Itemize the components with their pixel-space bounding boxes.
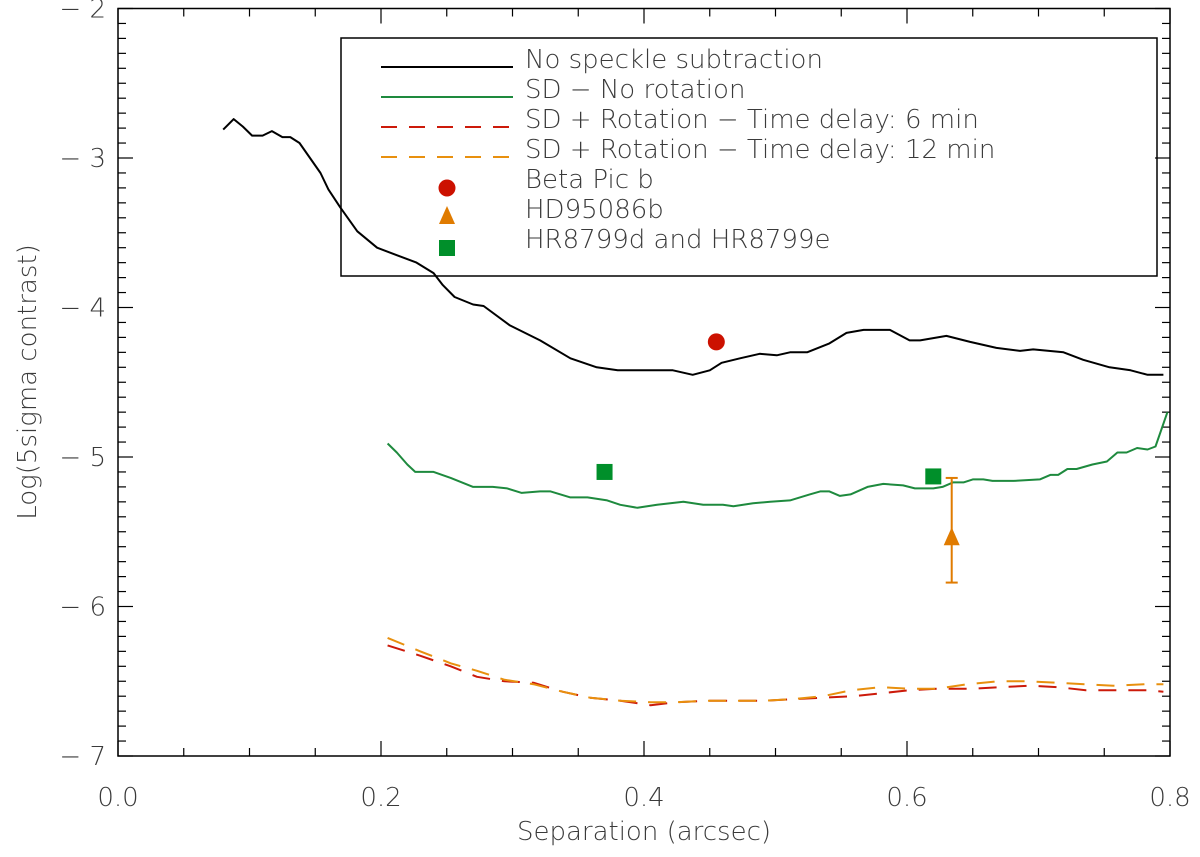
- series-group: [222, 118, 1169, 707]
- x-tick-label: 0.4: [623, 783, 664, 813]
- legend-label: SD + Rotation − Time delay: 6 min: [525, 105, 979, 135]
- series-line-1: [386, 411, 1169, 509]
- legend-marker-triangle: [439, 206, 455, 224]
- series-line-3: [387, 636, 1164, 704]
- x-tick-label: 0.0: [97, 783, 138, 813]
- legend-marker-circle: [438, 179, 456, 197]
- markers-group: [596, 333, 960, 584]
- legend-marker-square: [439, 240, 455, 256]
- y-tick-label: − 7: [59, 742, 106, 772]
- plot-frame: [117, 7, 1171, 757]
- y-axis-label: Log(5sigma contrast): [13, 244, 43, 520]
- legend-label: Beta Pic b: [525, 165, 654, 195]
- legend-label: HR8799d and HR8799e: [525, 225, 831, 255]
- x-tick-label: 0.2: [360, 783, 401, 813]
- legend-label: HD95086b: [525, 195, 664, 225]
- y-tick-label: − 5: [59, 443, 106, 473]
- y-tick-label: − 2: [59, 0, 106, 25]
- legend-label: No speckle subtraction: [525, 45, 823, 75]
- marker-square: [596, 463, 613, 480]
- y-tick-label: − 3: [59, 144, 106, 174]
- marker-square: [925, 468, 942, 485]
- marker-triangle: [943, 527, 960, 546]
- legend-box: [340, 37, 1158, 277]
- marker-circle: [707, 333, 725, 351]
- axis-ticks: 0.0 0.2 0.4 0.6 0.8 − 2 − 3 − 4 − 5 − 6 − 7: [59, 0, 1190, 813]
- series-line-0: [222, 118, 1164, 376]
- x-tick-label: 0.8: [1149, 783, 1190, 813]
- series-line-2: [387, 644, 1164, 707]
- legend-label: SD + Rotation − Time delay: 12 min: [525, 135, 995, 165]
- y-tick-label: − 6: [59, 593, 106, 623]
- legend-label: SD − No rotation: [525, 75, 745, 105]
- x-axis-label: Separation (arcsec): [517, 817, 771, 847]
- y-tick-label: − 4: [59, 294, 106, 324]
- x-tick-label: 0.6: [886, 783, 927, 813]
